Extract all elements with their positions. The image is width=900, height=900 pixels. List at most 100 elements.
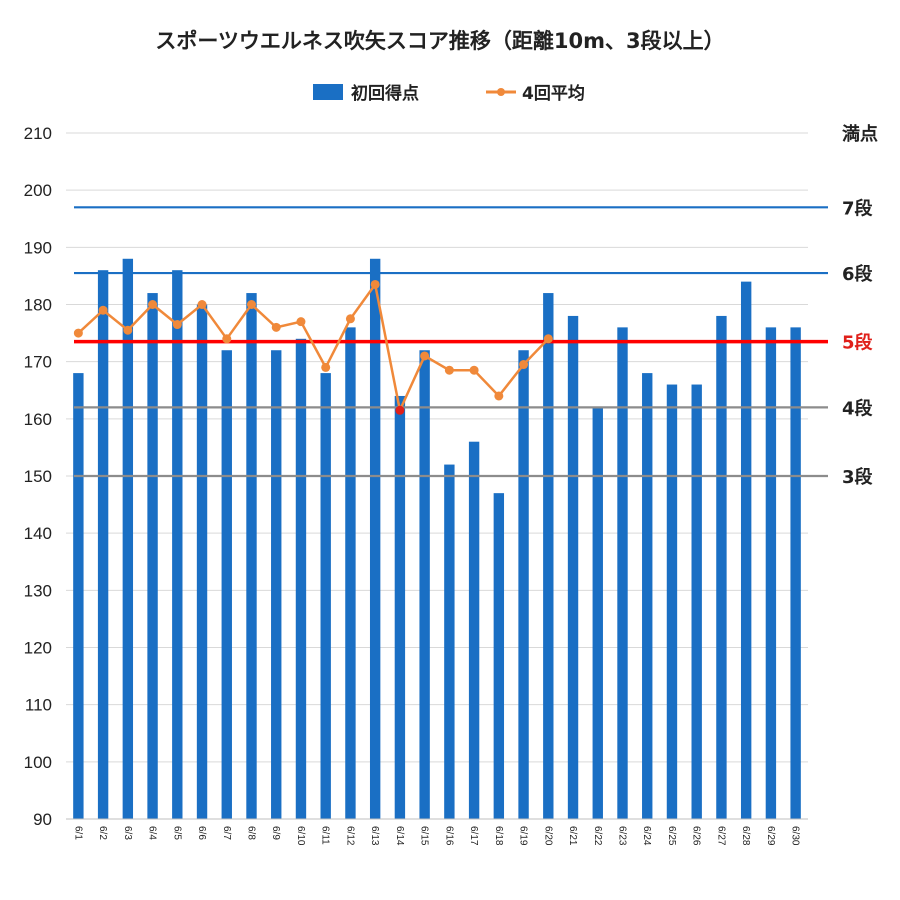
bar — [740, 281, 752, 820]
chart-title: スポーツウエルネス吹矢スコア推移（距離10m、3段以上） — [155, 29, 724, 53]
bar-series — [73, 258, 801, 820]
y-tick-label: 190 — [24, 238, 52, 257]
rank-label: 6段 — [842, 263, 874, 285]
bar — [172, 270, 183, 819]
legend-bar-label: 初回得点 — [351, 83, 419, 104]
x-tick-label: 6/27 — [715, 826, 726, 846]
bar — [567, 315, 579, 819]
average-point — [197, 300, 207, 309]
x-tick-label: 6/2 — [97, 826, 108, 840]
average-point — [494, 391, 504, 401]
average-point — [345, 314, 355, 324]
x-tick-label: 6/6 — [196, 826, 207, 840]
average-point — [247, 300, 256, 309]
average-point — [395, 405, 405, 415]
y-tick-label: 130 — [24, 581, 52, 600]
bar — [518, 350, 529, 819]
y-tick-label: 210 — [24, 124, 52, 143]
bar — [716, 315, 727, 819]
y-tick-label: 160 — [24, 410, 52, 429]
bar — [97, 270, 109, 819]
x-tick-label: 6/16 — [443, 826, 454, 846]
bar — [369, 258, 381, 819]
x-tick-label: 6/1 — [72, 826, 83, 840]
average-point — [73, 328, 83, 338]
x-tick-label: 6/22 — [592, 826, 603, 846]
rank-label: 5段 — [842, 332, 874, 354]
x-tick-label: 6/8 — [246, 826, 257, 840]
legend-line-marker — [497, 88, 505, 96]
bar — [345, 327, 356, 819]
bar — [691, 384, 702, 819]
bar — [295, 338, 307, 819]
y-tick-label: 170 — [24, 353, 52, 372]
average-point — [222, 334, 232, 344]
x-tick-label: 6/12 — [344, 826, 355, 846]
bar — [419, 350, 430, 819]
average-point — [148, 300, 158, 309]
bar — [642, 373, 653, 819]
average-point — [296, 317, 306, 327]
x-tick-label: 6/15 — [419, 826, 430, 846]
x-tick-label: 6/20 — [542, 826, 553, 846]
bar — [147, 293, 158, 820]
rank-label: 満点 — [842, 123, 878, 145]
average-point — [444, 365, 454, 375]
y-tick-label: 150 — [24, 467, 52, 486]
x-tick-label: 6/25 — [666, 826, 677, 846]
average-point — [370, 279, 380, 289]
legend-line-label: 4回平均 — [522, 83, 585, 104]
y-tick-label: 100 — [24, 753, 52, 772]
x-tick-label: 6/30 — [790, 826, 801, 846]
y-tick-label: 90 — [33, 810, 52, 829]
x-tick-label: 6/3 — [122, 826, 133, 840]
x-tick-label: 6/28 — [740, 826, 751, 846]
bar — [468, 441, 480, 819]
rank-label: 3段 — [842, 466, 874, 488]
average-point — [321, 362, 331, 372]
rank-label: 4段 — [842, 397, 874, 419]
bar — [493, 493, 505, 819]
gridlines — [66, 132, 808, 820]
bar — [196, 304, 208, 819]
x-tick-label: 6/7 — [221, 826, 232, 840]
x-tick-label: 6/10 — [295, 826, 306, 846]
bar — [221, 350, 232, 819]
x-tick-label: 6/19 — [518, 826, 529, 846]
x-tick-label: 6/4 — [147, 826, 158, 840]
rank-reference-lines: 満点 7段 6段 5段 4段 3段 — [74, 123, 878, 488]
x-tick-label: 6/13 — [369, 826, 380, 846]
bar — [271, 350, 282, 819]
bar — [765, 327, 777, 819]
average-point — [172, 320, 182, 330]
y-tick-label: 180 — [24, 296, 52, 315]
bar — [592, 407, 603, 819]
bar — [617, 327, 628, 819]
y-tick-label: 140 — [24, 524, 52, 543]
x-tick-label: 6/21 — [567, 826, 578, 846]
average-point — [98, 305, 108, 315]
x-tick-label: 6/11 — [320, 826, 331, 845]
x-tick-label: 6/17 — [468, 826, 479, 846]
x-tick-label: 6/18 — [493, 826, 504, 846]
legend: 初回得点 4回平均 — [313, 83, 585, 104]
bar — [246, 293, 257, 820]
bar — [790, 327, 801, 819]
average-point — [123, 325, 133, 335]
x-tick-label: 6/14 — [394, 826, 405, 846]
average-point — [519, 360, 529, 370]
average-line-series — [73, 279, 553, 415]
x-tick-label: 6/29 — [765, 826, 776, 846]
bar — [320, 373, 331, 819]
y-axis: 90 100 110 120 130 140 150 160 170 180 190 200 210 — [24, 124, 52, 829]
bar — [543, 293, 554, 820]
average-point — [543, 334, 553, 344]
y-tick-label: 110 — [25, 696, 52, 715]
y-tick-label: 200 — [24, 181, 52, 200]
bar — [666, 384, 678, 819]
rank-label: 7段 — [842, 197, 874, 219]
bar — [444, 464, 455, 819]
x-tick-label: 6/5 — [171, 826, 182, 840]
x-axis: 6/1 6/2 6/3 6/4 6/5 6/6 6/7 6/8 6/9 6/10 6/11 6/12 6… — [66, 818, 808, 846]
